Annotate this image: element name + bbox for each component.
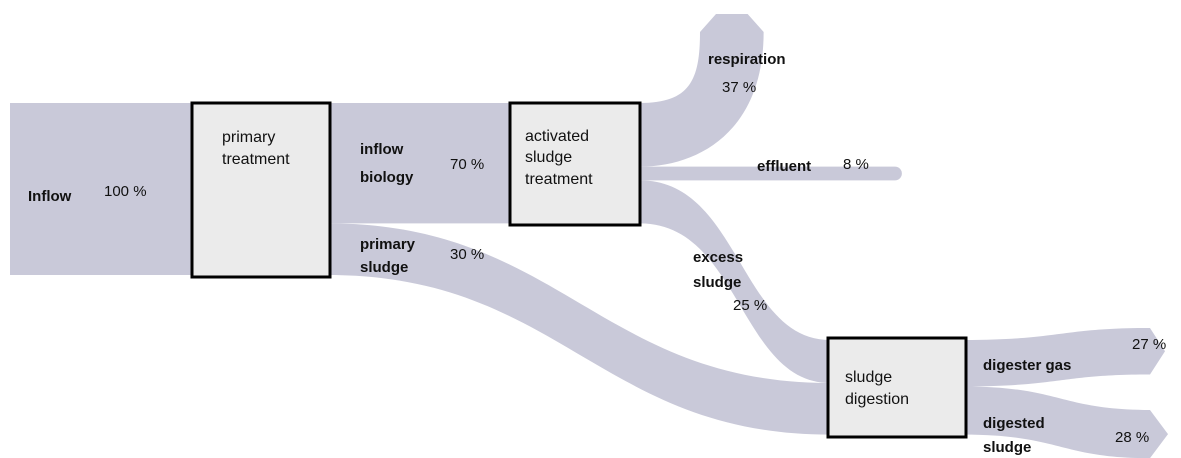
flow-band xyxy=(328,223,830,435)
flow-name: digested xyxy=(983,415,1045,432)
flow-value-label: 30 % xyxy=(450,246,484,263)
node-label: treatment xyxy=(525,171,593,188)
process-box xyxy=(826,336,968,439)
flow-value-label: 100 % xyxy=(104,183,147,200)
flow-value-label: 27 % xyxy=(1132,336,1166,353)
node-label: digestion xyxy=(845,391,909,408)
flow-band xyxy=(640,166,902,181)
node-label: treatment xyxy=(222,151,290,168)
flow-name: biology xyxy=(360,169,414,186)
node-label: sludge xyxy=(845,369,892,386)
flow-value-label: 28 % xyxy=(1115,429,1149,446)
process-box xyxy=(190,101,332,279)
flow-band xyxy=(10,103,194,275)
node-label: activated xyxy=(525,128,589,145)
flow-band xyxy=(640,180,830,383)
flow-value-label: 25 % xyxy=(733,297,767,314)
flow-name: digester gas xyxy=(983,357,1071,374)
process-box xyxy=(508,101,642,227)
flow-value-label: 8 % xyxy=(843,156,869,173)
flow-name: primary xyxy=(360,236,416,253)
flow-name: inflow xyxy=(360,141,404,158)
flow-value-label: 70 % xyxy=(450,156,484,173)
flow-name: sludge xyxy=(983,439,1031,456)
flow-name: Inflow xyxy=(28,188,72,205)
node-label: sludge xyxy=(525,149,572,166)
flow-name: excess xyxy=(693,249,743,266)
flow-band xyxy=(964,386,1168,458)
flow-name: sludge xyxy=(693,274,741,291)
flow-value-label: 37 % xyxy=(722,79,756,96)
node-label: primary xyxy=(222,129,275,146)
flow-name: effluent xyxy=(757,158,811,175)
flow-name: sludge xyxy=(360,259,408,276)
flow-band xyxy=(964,328,1165,387)
flow-band xyxy=(640,14,764,167)
flow-name: respiration xyxy=(708,51,786,68)
flow-band xyxy=(328,103,512,224)
